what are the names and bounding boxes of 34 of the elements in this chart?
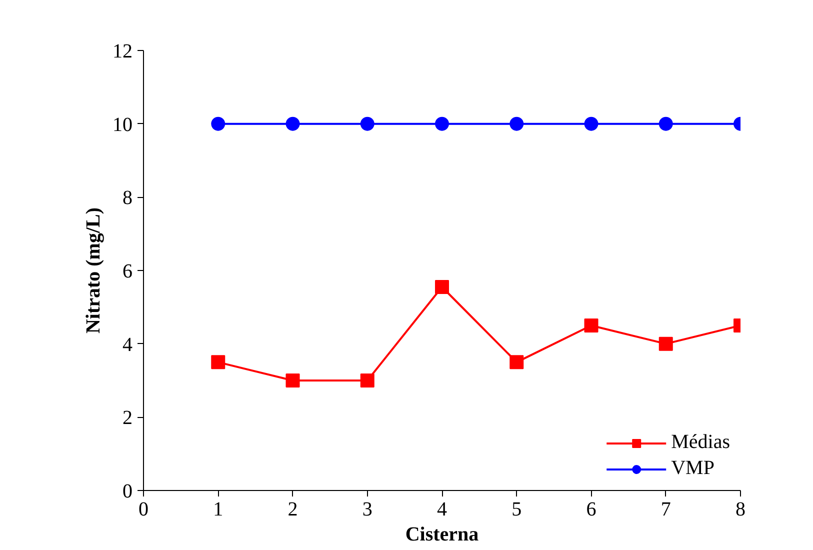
x-tick-label: 6	[586, 498, 596, 520]
point	[286, 116, 300, 131]
x-tick-label: 2	[288, 498, 298, 520]
point	[510, 355, 524, 370]
point	[211, 116, 226, 131]
point	[286, 374, 300, 388]
legend-label: Médias	[671, 431, 730, 454]
point	[435, 280, 449, 294]
y-tick-label: 0	[122, 480, 132, 502]
x-tick-label: 5	[512, 498, 522, 520]
point	[211, 355, 226, 370]
y-axis-title: Nitrato (mg/L)	[82, 207, 104, 334]
y-tick-label: 10	[112, 114, 132, 136]
point	[658, 336, 673, 351]
point	[435, 116, 449, 131]
x-tick-label: 0	[138, 498, 148, 520]
point	[658, 116, 673, 131]
point	[584, 318, 598, 332]
y-tick-label: 8	[122, 187, 132, 210]
x-tick-label: 7	[660, 498, 671, 520]
y-tick-label: 6	[122, 260, 132, 282]
legend-label: VMP	[671, 457, 714, 480]
x-axis-title: Cisterna	[405, 524, 479, 546]
point	[360, 374, 374, 388]
y-tick-label: 12	[112, 40, 132, 62]
y-tick-label: 2	[122, 407, 132, 430]
point	[584, 116, 598, 131]
x-tick-label: 1	[213, 498, 224, 520]
y-tick-label: 4	[122, 334, 132, 356]
point	[360, 116, 374, 131]
point	[510, 116, 524, 131]
x-tick-label: 8	[736, 498, 746, 520]
x-tick-label: 3	[362, 498, 372, 520]
x-tick-label: 4	[437, 498, 447, 520]
